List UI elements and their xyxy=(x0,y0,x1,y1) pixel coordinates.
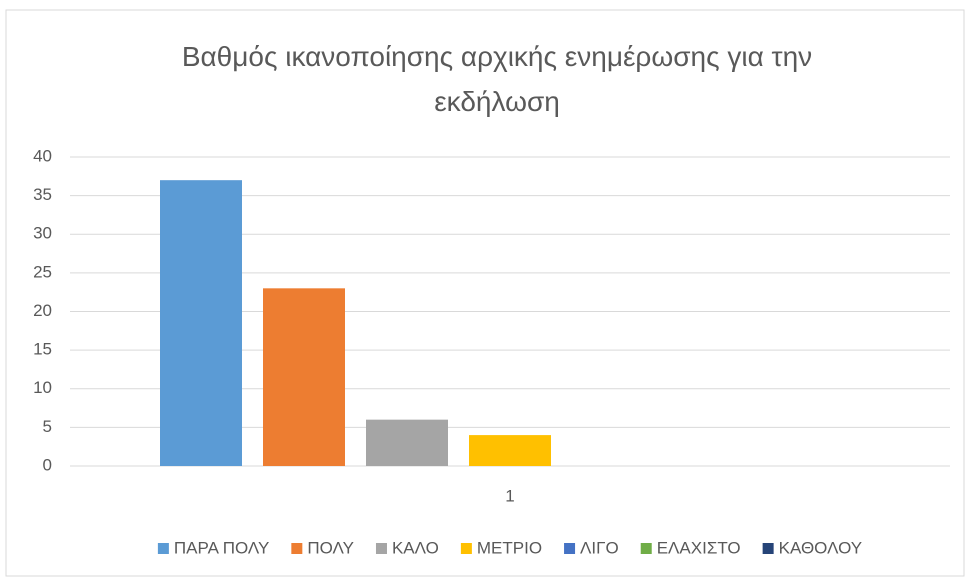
x-tick-label: 1 xyxy=(505,486,514,505)
y-tick-label: 0 xyxy=(43,455,52,474)
y-tick-label: 15 xyxy=(33,340,52,359)
y-tick-label: 10 xyxy=(33,378,52,397)
bar xyxy=(160,180,242,467)
legend-swatch xyxy=(762,543,774,554)
y-tick-label: 25 xyxy=(33,262,52,281)
y-tick-label: 20 xyxy=(33,301,52,320)
legend-swatch xyxy=(564,543,576,554)
legend-swatch xyxy=(375,543,387,554)
bar xyxy=(469,435,551,466)
legend-label: ΚΑΛΟ xyxy=(392,538,439,557)
legend-swatch xyxy=(460,543,472,554)
legend-swatch xyxy=(291,543,303,554)
y-tick-label: 40 xyxy=(33,146,52,165)
y-tick-label: 35 xyxy=(33,185,52,204)
chart-title: Βαθμός ικανοποίησης αρχικής ενημέρωσης γ… xyxy=(181,41,813,117)
legend-label: ΠΟΛΥ xyxy=(307,538,354,557)
legend-label: ΠΑΡΑ ΠΟΛΥ xyxy=(174,538,269,557)
legend-swatch xyxy=(157,543,169,554)
legend-label: ΕΛΑΧΙΣΤΟ xyxy=(657,538,741,557)
bar xyxy=(263,288,345,466)
legend-label: ΛΙΓΟ xyxy=(580,538,619,557)
legend-swatch xyxy=(640,543,652,554)
legend-label: ΜΕΤΡΙΟ xyxy=(477,538,542,557)
bar xyxy=(366,419,448,466)
legend-label: ΚΑΘΟΛΟΥ xyxy=(779,538,862,557)
y-tick-label: 30 xyxy=(33,224,52,243)
y-tick-label: 5 xyxy=(43,417,52,436)
